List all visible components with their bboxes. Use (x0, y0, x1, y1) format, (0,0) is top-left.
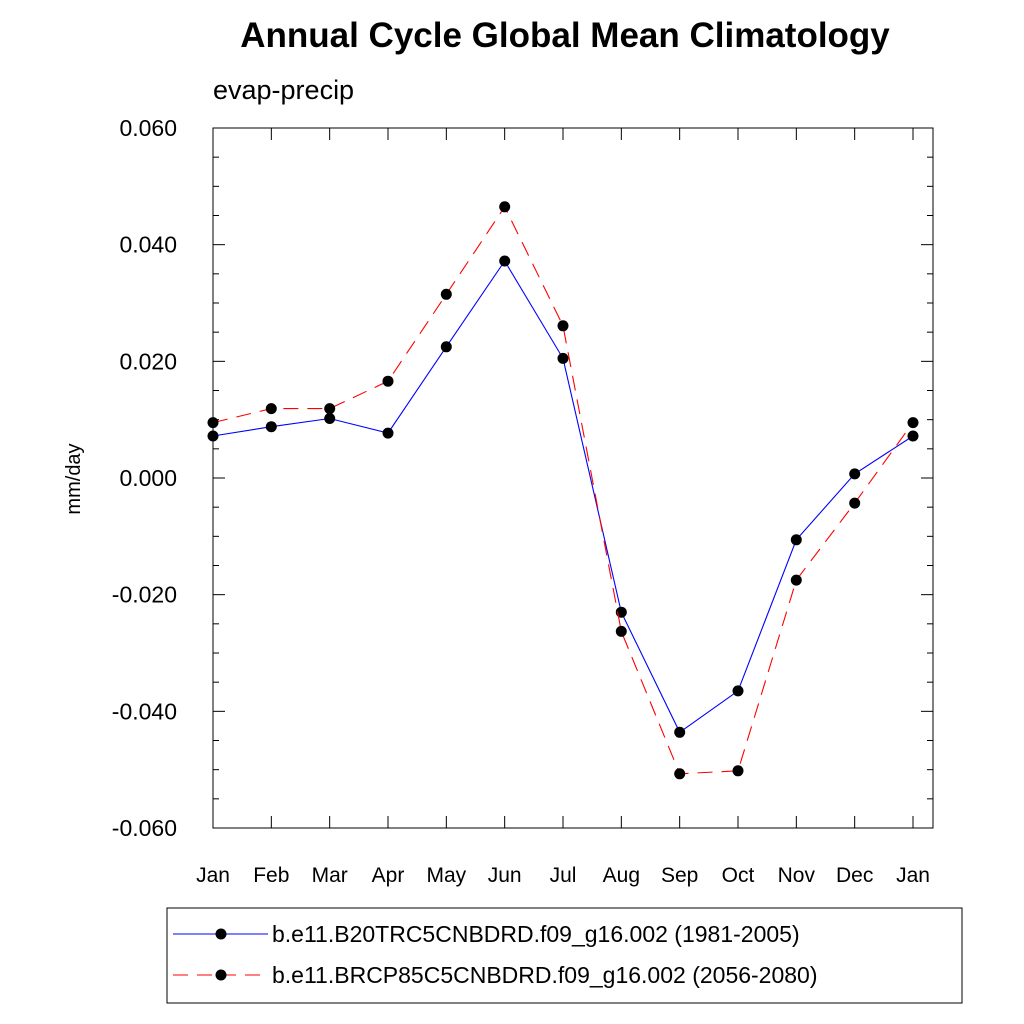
series-1 (207, 255, 919, 738)
legend-label-1: b.e11.B20TRC5CNBDRD.f09_g16.002 (1981-20… (272, 921, 800, 947)
series-line-2 (212, 205, 914, 775)
data-point (849, 468, 861, 480)
ytick-label: 0.000 (119, 465, 177, 491)
ytick-label: -0.040 (112, 698, 177, 724)
data-point (207, 417, 219, 429)
data-point (790, 534, 802, 546)
data-point (907, 430, 919, 442)
ytick-label: -0.020 (112, 582, 177, 608)
xtick-label: Jan (196, 864, 230, 887)
ytick-label: 0.060 (119, 115, 177, 141)
tick-marks (212, 127, 933, 829)
data-point (907, 417, 919, 429)
plot-frame (212, 127, 934, 829)
xtick-label: May (426, 864, 466, 887)
data-point (615, 625, 627, 637)
xtick-label: Jul (550, 864, 577, 887)
data-point (557, 352, 569, 364)
legend-marker-1 (215, 928, 227, 940)
series-layer (207, 201, 919, 780)
xtick-label: Sep (661, 864, 698, 887)
data-point (382, 427, 394, 439)
data-point (499, 255, 511, 267)
xtick-label: Mar (312, 864, 348, 887)
data-point (674, 768, 686, 780)
x-tick-labels: Jan Feb Mar Apr May Jun Jul Aug Sep Oct Nov Dec Jan (196, 864, 930, 887)
data-point (732, 685, 744, 697)
data-point (324, 413, 336, 424)
legend-box (166, 907, 963, 1004)
y-tick-labels: 0.060 0.040 0.020 0.000 -0.020 -0.040 -0.060 (112, 115, 177, 841)
legend-entry-2: b.e11.BRCP85C5CNBDRD.f09_g16.002 (2056-2… (173, 962, 818, 988)
xtick-label: Apr (372, 864, 405, 887)
ytick-label: -0.060 (112, 815, 177, 841)
data-point (324, 403, 336, 415)
xtick-label: Dec (836, 864, 873, 887)
ytick-label: 0.040 (119, 232, 177, 258)
data-point (265, 403, 277, 415)
data-point (557, 320, 569, 332)
xtick-label: Jan (896, 864, 930, 887)
xtick-label: Jun (488, 864, 522, 887)
data-point (382, 375, 394, 387)
data-point (207, 430, 219, 442)
legend-marker-2 (215, 969, 227, 981)
xtick-label: Aug (603, 864, 640, 887)
xtick-label: Feb (253, 864, 289, 887)
series-2 (207, 201, 919, 780)
ytick-label: 0.020 (119, 348, 177, 374)
data-point (674, 726, 686, 738)
data-point (265, 421, 277, 433)
chart-subtitle: evap-precip (213, 75, 354, 105)
data-point (732, 765, 744, 777)
data-point (440, 288, 452, 300)
series-line-1 (212, 259, 914, 734)
legend-label-2: b.e11.BRCP85C5CNBDRD.f09_g16.002 (2056-2… (272, 962, 818, 988)
data-point (440, 341, 452, 353)
xtick-label: Nov (778, 864, 816, 887)
data-point (790, 574, 802, 586)
legend: b.e11.B20TRC5CNBDRD.f09_g16.002 (1981-20… (166, 907, 963, 1004)
data-point (849, 497, 861, 509)
legend-entry-1: b.e11.B20TRC5CNBDRD.f09_g16.002 (1981-20… (173, 921, 800, 947)
chart-title: Annual Cycle Global Mean Climatology (240, 16, 890, 55)
data-point (499, 201, 511, 213)
xtick-label: Oct (722, 864, 755, 887)
y-axis-label: mm/day (63, 443, 85, 514)
